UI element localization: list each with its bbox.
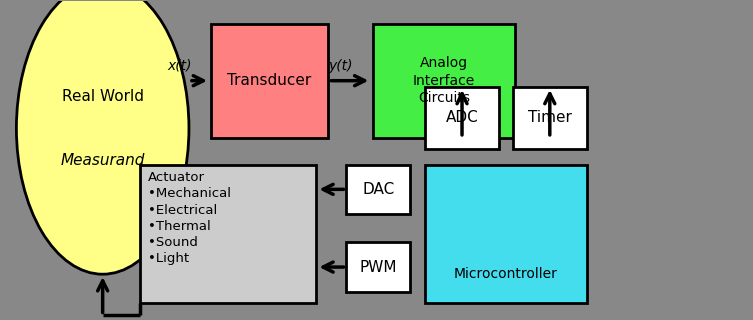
Text: Measurand: Measurand: [60, 153, 145, 167]
Text: DAC: DAC: [362, 182, 395, 197]
Text: ADC: ADC: [446, 110, 478, 125]
Text: PWM: PWM: [360, 260, 397, 275]
Bar: [346, 243, 410, 292]
Text: Actuator
•Mechanical
•Electrical
•Thermal
•Sound
•Light: Actuator •Mechanical •Electrical •Therma…: [148, 171, 230, 265]
Bar: [425, 165, 587, 303]
Bar: [425, 87, 498, 149]
Bar: [373, 24, 515, 138]
Bar: [513, 87, 587, 149]
Bar: [346, 165, 410, 214]
Text: y(t): y(t): [328, 59, 352, 73]
Bar: [140, 165, 316, 303]
Text: Transducer: Transducer: [227, 73, 312, 88]
Text: Timer: Timer: [528, 110, 572, 125]
Ellipse shape: [17, 0, 189, 274]
Text: x(t): x(t): [168, 59, 192, 73]
Text: Microcontroller: Microcontroller: [454, 267, 558, 281]
Text: Analog
Interface
Circuits: Analog Interface Circuits: [413, 56, 475, 105]
Bar: [212, 24, 328, 138]
Text: Real World: Real World: [62, 89, 144, 104]
